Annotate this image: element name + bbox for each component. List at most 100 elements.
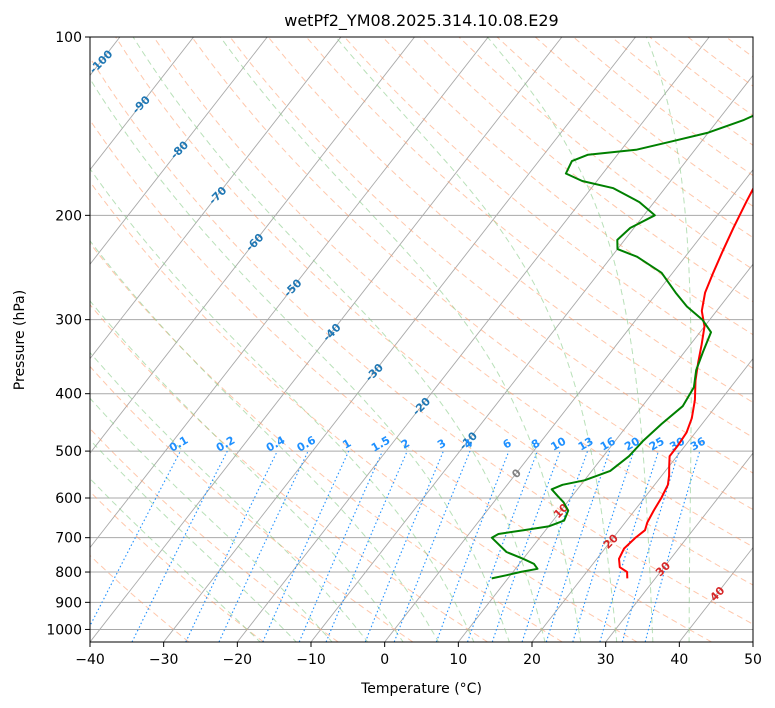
isotherm-label: 40 <box>707 584 727 604</box>
mixing-ratio-line <box>521 450 589 642</box>
isotherm-line <box>90 37 342 360</box>
moist-adiabat <box>90 397 333 642</box>
mixing-ratio-line <box>393 450 471 642</box>
isotherm-label: -20 <box>410 395 433 418</box>
isotherm-line <box>457 263 753 642</box>
isotherm-line <box>90 37 268 265</box>
isotherm-line <box>310 74 753 642</box>
dry-adiabat <box>90 242 563 642</box>
moist-adiabat <box>335 37 618 642</box>
dry-adiabat <box>115 37 753 586</box>
dry-adiabat <box>573 37 753 177</box>
y-tick-label: 500 <box>55 444 82 460</box>
isotherm-line <box>90 37 563 642</box>
dry-adiabat <box>90 119 712 642</box>
x-tick-label: −10 <box>296 652 326 668</box>
isotherm-line <box>163 37 636 642</box>
isotherm-label: -90 <box>130 93 153 116</box>
y-tick-label: 800 <box>55 565 82 581</box>
x-tick-label: 50 <box>744 652 762 668</box>
isotherm-label: 20 <box>601 531 621 551</box>
isotherm-line <box>531 357 753 642</box>
y-tick-label: 100 <box>55 30 82 46</box>
dry-adiabat <box>305 37 753 403</box>
x-tick-label: 0 <box>380 652 389 668</box>
mixing-ratio-line <box>621 450 680 642</box>
dry-adiabat <box>90 181 638 642</box>
isotherm-line <box>605 452 753 642</box>
moist-adiabat <box>90 167 475 642</box>
moist-adiabat <box>645 37 692 642</box>
mixing-ratio-line <box>325 450 408 642</box>
moist-adiabat <box>132 37 546 642</box>
y-tick-label: 600 <box>55 491 82 507</box>
dry-adiabat <box>382 37 753 336</box>
dry-adiabat <box>90 56 753 625</box>
mixing-ratio-line <box>90 450 181 628</box>
isotherm-line <box>90 37 489 549</box>
x-tick-label: −30 <box>149 652 179 668</box>
dewpoint-line <box>490 114 753 580</box>
mixing-ratio-line <box>364 450 444 642</box>
mixing-ratio-line <box>491 450 561 642</box>
isotherm-line <box>236 37 710 642</box>
x-tick-label: 20 <box>523 652 541 668</box>
mixing-ratio-line <box>185 450 278 642</box>
moist-adiabat <box>90 300 404 642</box>
dry-adiabat <box>687 37 753 87</box>
y-tick-label: 400 <box>55 387 82 403</box>
mixing-ratio-line <box>572 450 635 642</box>
dry-adiabat <box>267 37 753 438</box>
isotherm-line <box>90 37 415 454</box>
isotherm-line <box>90 37 194 171</box>
isotherm-line <box>384 169 753 642</box>
mixing-ratio-label: 8 <box>529 437 542 452</box>
x-tick-label: 10 <box>449 652 467 668</box>
background-lines <box>90 37 775 642</box>
mixing-ratio-line <box>298 450 384 642</box>
dry-adiabat <box>229 37 753 474</box>
plot-frame <box>89 36 754 643</box>
mixing-ratio-label: 6 <box>501 436 514 451</box>
isotherm-label: -40 <box>320 321 343 344</box>
mixing-ratio-line <box>218 450 309 642</box>
dry-adiabat <box>496 37 753 239</box>
dry-adiabat <box>90 427 339 642</box>
isotherm-label: 30 <box>653 559 673 579</box>
dry-adiabat <box>764 37 775 642</box>
moist-adiabat <box>90 77 510 642</box>
chart-title: wetPf2_YM08.2025.314.10.08.E29 <box>284 11 558 31</box>
isotherm-label: -60 <box>243 231 266 254</box>
mixing-ratio-line <box>644 450 701 642</box>
isotherm-label: -100 <box>87 47 116 76</box>
moist-adiabat <box>90 351 369 642</box>
x-tick-label: 40 <box>670 652 688 668</box>
moist-adiabat <box>90 240 440 642</box>
y-tick-label: 700 <box>55 531 82 547</box>
mixing-ratio-label: 3 <box>435 437 448 452</box>
mixing-ratio-line <box>545 450 611 642</box>
moist-adiabat <box>90 478 261 642</box>
isotherm-label: -70 <box>206 184 229 207</box>
mixing-ratio-label: 2 <box>399 437 412 452</box>
mixing-ratio-line <box>435 450 510 642</box>
mixing-ratio-line <box>131 450 228 642</box>
y-tick-label: 300 <box>55 313 82 329</box>
x-axis: −40 −30 −20 −10 0 10 20 30 40 50 <box>75 642 762 668</box>
dry-adiabat <box>90 490 264 642</box>
y-axis: 100 200 300 400 500 600 700 800 900 1000 <box>46 30 90 638</box>
y-tick-label: 1000 <box>46 622 82 638</box>
isotherm-line <box>752 641 753 642</box>
dry-adiabat <box>153 37 753 548</box>
mixing-ratio-line <box>262 450 350 642</box>
dry-adiabat <box>90 303 488 642</box>
y-tick-label: 200 <box>55 208 82 224</box>
moist-adiabat <box>219 37 582 642</box>
dry-adiabat <box>191 37 753 511</box>
y-axis-label: Pressure (hPa) <box>12 290 28 390</box>
y-tick-label: 900 <box>55 595 82 611</box>
mixing-ratio-line <box>599 450 660 642</box>
dry-adiabat <box>534 37 753 207</box>
mixing-ratio-line <box>466 450 538 642</box>
